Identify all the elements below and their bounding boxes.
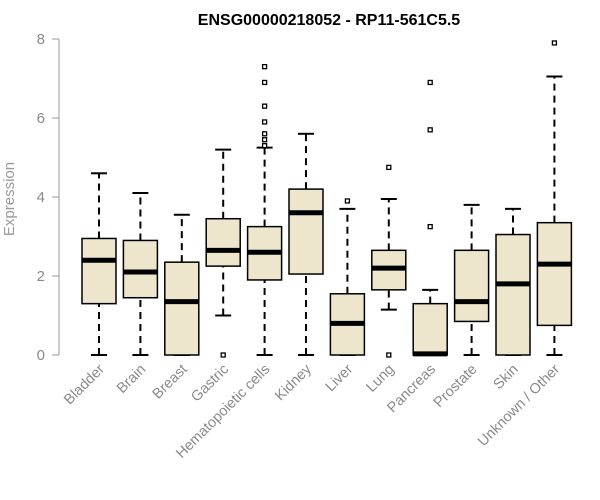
box-pancreas (412, 79, 448, 357)
outlier-point (220, 352, 226, 358)
outlier-point (261, 79, 268, 86)
outlier-point (261, 119, 268, 125)
box-brain (122, 192, 159, 356)
y-tick-label-2: 2 (37, 268, 45, 285)
x-tick-label: Bladder (61, 361, 108, 408)
box-hematopoietic-cells (246, 64, 283, 356)
y-tick-label-8: 8 (37, 31, 45, 48)
x-tick-label: Kidney (272, 361, 315, 404)
outlier-point (551, 40, 558, 46)
outlier-point (386, 352, 392, 358)
x-tick-label: Skin (491, 362, 522, 393)
box-liver (329, 198, 366, 356)
outlier-point (261, 103, 268, 109)
y-axis-label: Expression (1, 162, 18, 236)
box-iqr (122, 239, 159, 299)
y-tick-label-4: 4 (37, 189, 45, 206)
outlier-point (386, 164, 392, 171)
y-tick-label-0: 0 (37, 347, 45, 364)
box-prostate (453, 203, 490, 356)
y-tick-label-6: 6 (37, 110, 45, 127)
box-skin (495, 207, 531, 356)
x-tick-label: Liver (323, 361, 357, 395)
box-unknown-other (536, 40, 573, 356)
outlier-point (261, 137, 268, 143)
outlier-point (427, 223, 433, 230)
outlier-point (261, 142, 268, 149)
outlier-point (344, 198, 351, 204)
box-iqr (164, 261, 200, 356)
x-tick-label: Lung (363, 362, 397, 396)
box-bladder (81, 172, 117, 356)
x-tick-label: Brain (114, 362, 149, 397)
x-tick-label: Prostate (431, 362, 480, 411)
box-iqr (412, 302, 448, 356)
chart-title: ENSG00000218052 - RP11-561C5.5 (198, 12, 461, 29)
box-iqr (205, 217, 241, 267)
box-iqr (288, 188, 324, 275)
box-gastric (205, 148, 241, 358)
box-iqr (536, 221, 573, 327)
box-kidney (288, 132, 324, 356)
outlier-point (427, 79, 433, 86)
boxes-group (81, 40, 573, 358)
box-iqr (495, 233, 531, 356)
outlier-point (261, 64, 268, 70)
box-lung (371, 164, 407, 358)
x-tick-label: Breast (150, 362, 191, 403)
box-iqr (81, 237, 117, 305)
box-breast (164, 213, 200, 356)
outlier-point (427, 127, 433, 133)
y-axis: 0 2 4 6 8 (37, 31, 60, 364)
box-iqr (453, 249, 490, 323)
outlier-point (261, 131, 268, 137)
